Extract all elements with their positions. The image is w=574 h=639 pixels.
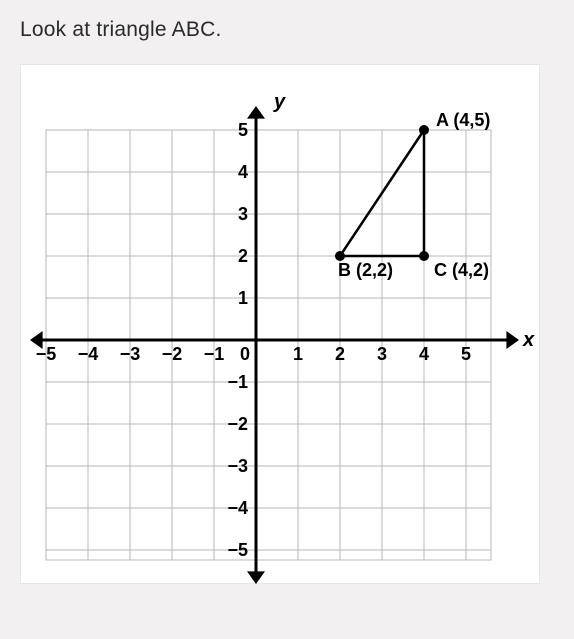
point-label-c: C (4,2) bbox=[434, 260, 489, 280]
point-c bbox=[419, 251, 429, 261]
x-tick-label: −5 bbox=[36, 344, 57, 364]
y-axis-label: y bbox=[273, 91, 286, 113]
x-tick-label: −2 bbox=[162, 344, 183, 364]
y-tick-label: −5 bbox=[227, 540, 248, 560]
point-a bbox=[419, 125, 429, 135]
x-tick-label: 5 bbox=[461, 344, 471, 364]
axis-arrow bbox=[247, 571, 265, 584]
x-tick-label: −3 bbox=[120, 344, 141, 364]
y-tick-label: −1 bbox=[227, 372, 248, 392]
x-tick-label: 3 bbox=[377, 344, 387, 364]
x-tick-label: −4 bbox=[78, 344, 99, 364]
x-tick-label: −1 bbox=[204, 344, 225, 364]
x-axis-label: x bbox=[522, 329, 535, 351]
y-tick-label: −4 bbox=[227, 498, 248, 518]
coordinate-chart: −5 −4 −3 −2 −1 0 1 2 3 4 5 −5 −4 −3 −2 −1 1 2 3 4 5 x y A (4,5)… bbox=[20, 64, 540, 584]
axis-arrow bbox=[506, 331, 519, 349]
axis-arrow bbox=[247, 106, 265, 119]
y-tick-label: 5 bbox=[238, 120, 248, 140]
chart-svg: −5 −4 −3 −2 −1 0 1 2 3 4 5 −5 −4 −3 −2 −1 1 2 3 4 5 x y A (4,5)… bbox=[21, 65, 541, 585]
point-label-a: A (4,5) bbox=[436, 110, 490, 130]
point-label-b: B (2,2) bbox=[338, 260, 393, 280]
x-tick-label: 0 bbox=[240, 344, 250, 364]
y-tick-label: −2 bbox=[227, 414, 248, 434]
x-tick-label: 4 bbox=[419, 344, 429, 364]
x-tick-label: 1 bbox=[293, 344, 303, 364]
y-tick-label: 4 bbox=[238, 162, 248, 182]
y-tick-label: 2 bbox=[238, 246, 248, 266]
y-tick-label: 3 bbox=[238, 204, 248, 224]
y-tick-label: 1 bbox=[238, 288, 248, 308]
prompt-text: Look at triangle ABC. bbox=[20, 18, 554, 42]
x-tick-label: 2 bbox=[335, 344, 345, 364]
y-tick-label: −3 bbox=[227, 456, 248, 476]
